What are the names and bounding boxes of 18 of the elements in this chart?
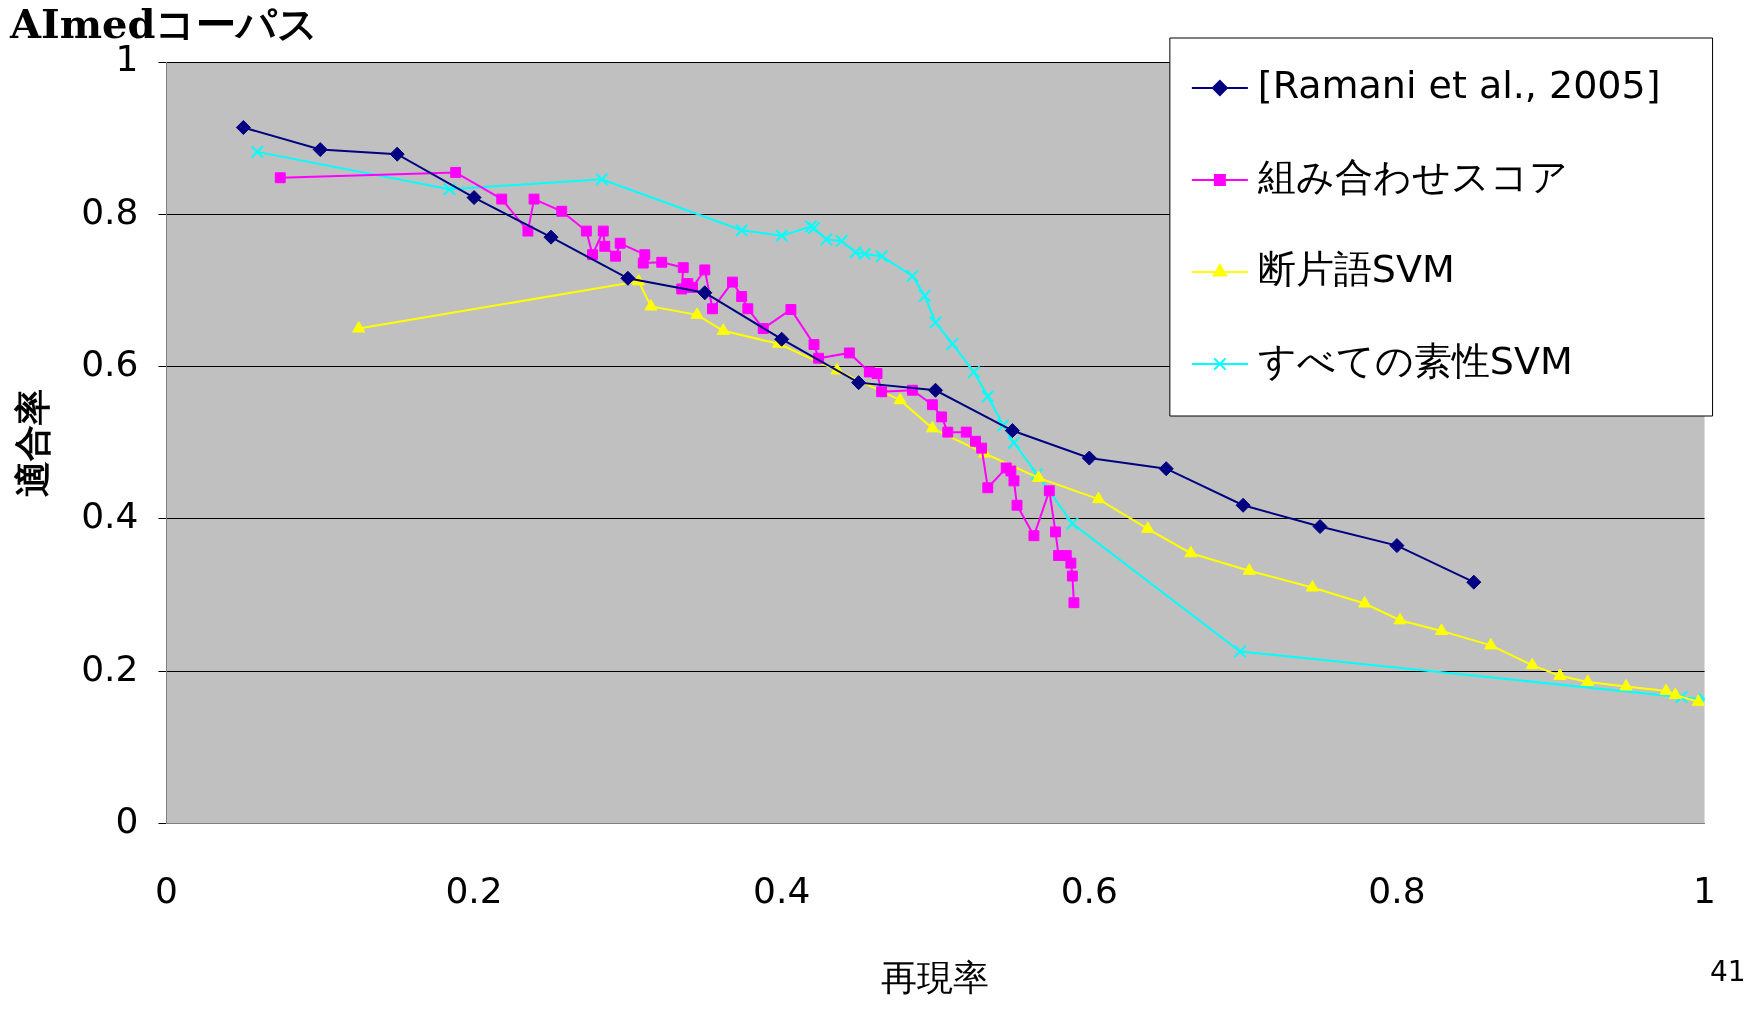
x-tick-label: 0: [155, 869, 178, 911]
y-tick-label: 0.8: [81, 190, 139, 232]
legend-label: すべての素性SVM: [1257, 338, 1573, 383]
legend-label: 断片語SVM: [1257, 246, 1455, 291]
legend-label: 組み合わせスコア: [1256, 154, 1568, 199]
legend-label: [Ramani et al., 2005]: [1257, 62, 1661, 107]
y-tick-label: 0.6: [81, 343, 139, 384]
y-tick-label: 0.4: [81, 495, 139, 537]
x-tick-label: 0.4: [753, 869, 811, 911]
x-tick-label: 0.2: [445, 869, 503, 911]
x-tick-label: 1: [1693, 869, 1716, 911]
x-tick-label: 0.8: [1368, 869, 1426, 911]
y-axis-title: 適合率: [11, 388, 53, 497]
y-tick-label: 0: [115, 799, 139, 841]
text: 41: [1710, 955, 1746, 988]
x-axis-title: 再現率: [881, 956, 990, 998]
y-tick-label: 0.2: [81, 647, 139, 689]
x-tick-label: 0.6: [1060, 869, 1118, 911]
